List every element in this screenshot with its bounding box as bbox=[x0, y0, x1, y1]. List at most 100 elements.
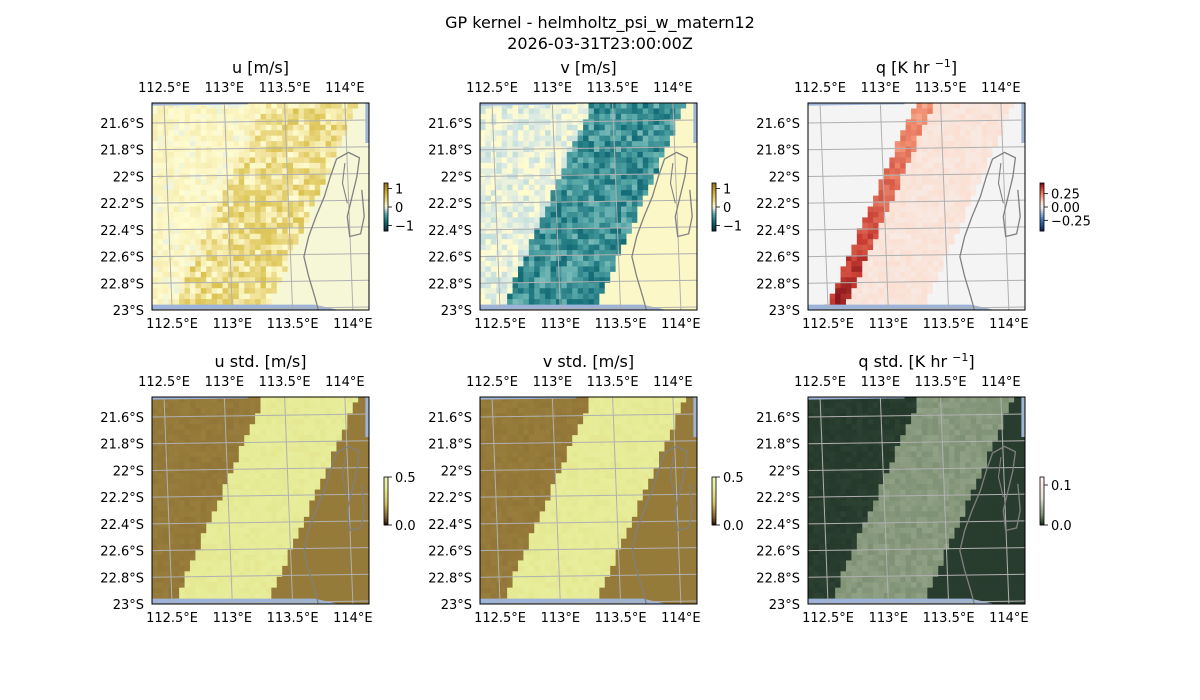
heatmap-cell bbox=[626, 222, 633, 229]
heatmap-cell bbox=[927, 124, 934, 131]
heatmap-cell bbox=[255, 168, 262, 175]
heatmap-cell bbox=[626, 119, 633, 126]
heatmap-cell bbox=[341, 299, 348, 306]
heatmap-cell bbox=[282, 179, 289, 186]
heatmap-cell bbox=[621, 119, 628, 126]
heatmap-cell bbox=[659, 157, 666, 164]
heatmap-cell bbox=[889, 141, 896, 148]
heatmap-cell bbox=[905, 130, 912, 137]
heatmap-cell bbox=[856, 179, 863, 186]
heatmap-cell bbox=[808, 211, 815, 218]
heatmap-cell bbox=[244, 206, 251, 213]
heatmap-cell bbox=[604, 190, 611, 197]
heatmap-cell bbox=[507, 152, 514, 159]
heatmap-cell bbox=[244, 288, 251, 295]
heatmap-cell bbox=[152, 157, 159, 164]
heatmap-cell bbox=[949, 195, 956, 202]
heatmap-cell bbox=[1003, 119, 1010, 126]
heatmap-cell bbox=[583, 130, 590, 137]
heatmap-cell bbox=[1008, 201, 1015, 208]
heatmap-cell bbox=[1003, 162, 1010, 169]
heatmap-cell bbox=[949, 157, 956, 164]
heatmap-cell bbox=[255, 250, 262, 257]
heatmap-cell bbox=[1019, 255, 1025, 262]
heatmap-cell bbox=[173, 282, 180, 289]
heatmap-cell bbox=[217, 299, 224, 306]
heatmap-cell bbox=[583, 141, 590, 148]
heatmap-cell bbox=[659, 108, 666, 115]
heatmap-cell bbox=[309, 271, 316, 278]
heatmap-cell bbox=[664, 113, 671, 120]
heatmap-cell bbox=[211, 195, 218, 202]
heatmap-cell bbox=[179, 299, 186, 306]
heatmap-cell bbox=[900, 119, 907, 126]
heatmap-cell bbox=[331, 402, 338, 409]
heatmap-cell bbox=[883, 201, 890, 208]
heatmap-cell bbox=[878, 201, 885, 208]
heatmap-cell bbox=[873, 233, 880, 240]
heatmap-cell bbox=[545, 152, 552, 159]
heatmap-cell bbox=[200, 211, 207, 218]
heatmap-cell bbox=[480, 130, 487, 137]
heatmap-cell bbox=[808, 222, 815, 229]
colorbar-tick-label: 0.25 bbox=[1051, 188, 1080, 203]
heatmap-cell bbox=[862, 266, 869, 273]
heatmap-cell bbox=[539, 293, 546, 300]
heatmap-cell bbox=[659, 217, 666, 224]
heatmap-cell bbox=[534, 266, 541, 273]
heatmap-cell bbox=[501, 250, 508, 257]
heatmap-cell bbox=[938, 157, 945, 164]
heatmap-cell bbox=[686, 206, 693, 213]
heatmap-cell bbox=[631, 135, 638, 142]
heatmap-cell bbox=[206, 152, 213, 159]
heatmap-cell bbox=[905, 141, 912, 148]
heatmap-cell bbox=[970, 244, 977, 251]
heatmap-cell bbox=[932, 141, 939, 148]
heatmap-cell bbox=[255, 293, 262, 300]
heatmap-cell bbox=[976, 250, 983, 257]
heatmap-cell bbox=[981, 141, 988, 148]
heatmap-cell bbox=[927, 130, 934, 137]
heatmap-cell bbox=[233, 206, 240, 213]
heatmap-cell bbox=[867, 277, 874, 284]
heatmap-cell bbox=[927, 271, 934, 278]
heatmap-cell bbox=[943, 108, 950, 115]
heatmap-cell bbox=[206, 206, 213, 213]
heatmap-cell bbox=[195, 293, 202, 300]
heatmap-cell bbox=[1014, 103, 1021, 110]
heatmap-cell bbox=[588, 141, 595, 148]
heatmap-cell bbox=[856, 282, 863, 289]
heatmap-cell bbox=[818, 239, 825, 246]
colorbar-swatch bbox=[712, 189, 716, 192]
heatmap-cell bbox=[965, 250, 972, 257]
heatmap-cell bbox=[298, 228, 305, 235]
heatmap-cell bbox=[233, 201, 240, 208]
heatmap-cell bbox=[293, 228, 300, 235]
heatmap-cell bbox=[260, 255, 267, 262]
heatmap-cell bbox=[331, 108, 338, 115]
heatmap-cell bbox=[916, 103, 923, 110]
heatmap-cell bbox=[905, 173, 912, 180]
heatmap-cell bbox=[659, 195, 666, 202]
heatmap-cell bbox=[265, 173, 272, 180]
heatmap-cell bbox=[959, 173, 966, 180]
heatmap-cell bbox=[577, 162, 584, 169]
heatmap-cell bbox=[238, 397, 245, 404]
heatmap-cell bbox=[309, 135, 316, 142]
gridline-lat bbox=[152, 279, 369, 284]
heatmap-cell bbox=[970, 103, 977, 110]
heatmap-cell bbox=[921, 103, 928, 110]
heatmap-cell bbox=[631, 152, 638, 159]
heatmap-cell bbox=[577, 299, 584, 306]
heatmap-cell bbox=[669, 146, 676, 153]
heatmap-cell bbox=[303, 244, 310, 251]
heatmap-cell bbox=[691, 271, 697, 278]
heatmap-cell bbox=[255, 397, 262, 404]
heatmap-cell bbox=[862, 255, 869, 262]
heatmap-cell bbox=[626, 271, 633, 278]
heatmap-cell bbox=[325, 162, 332, 169]
heatmap-cell bbox=[200, 206, 207, 213]
heatmap-cell bbox=[314, 124, 321, 131]
heatmap-cell bbox=[517, 299, 524, 306]
heatmap-cell bbox=[227, 206, 234, 213]
